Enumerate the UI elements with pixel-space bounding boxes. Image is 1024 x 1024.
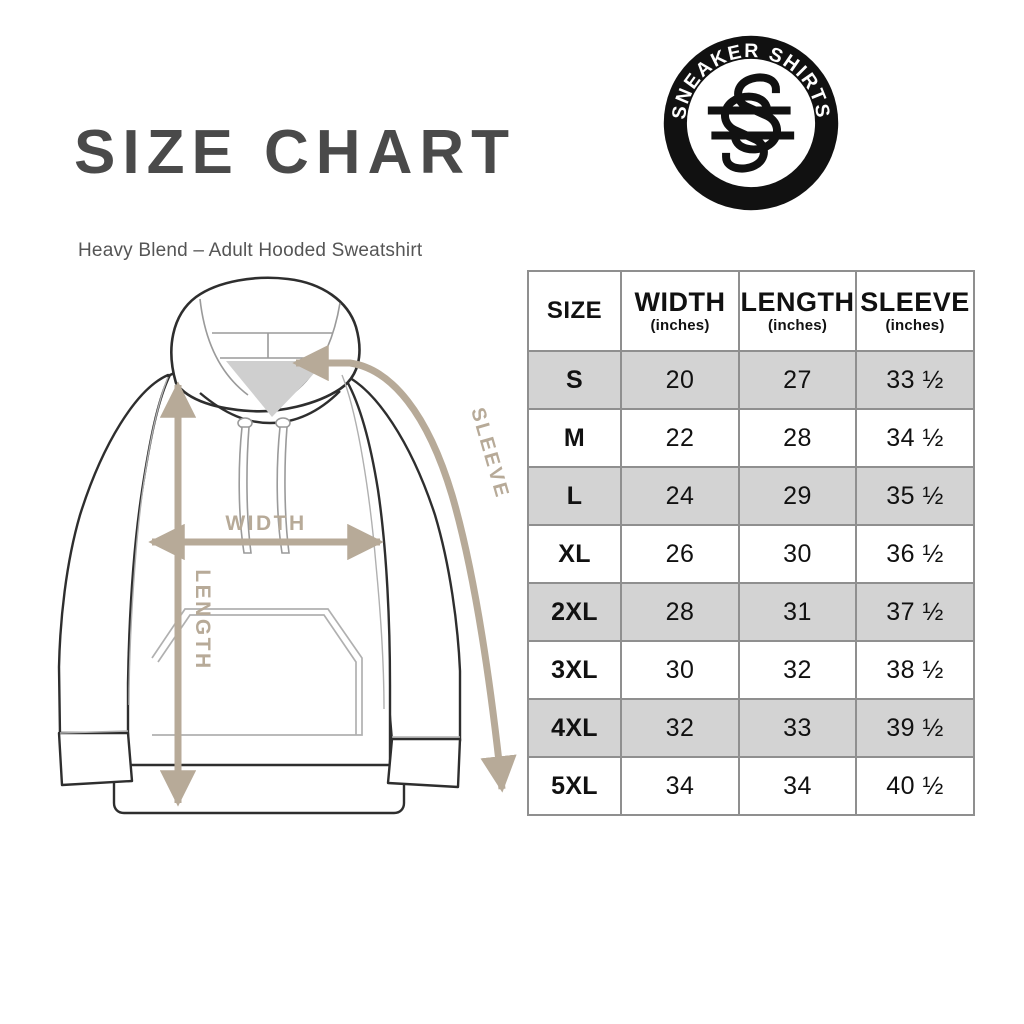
cell-size: XL — [527, 524, 622, 584]
column-header-sleeve: SLEEVE (inches) — [855, 270, 975, 352]
cell-width: 26 — [620, 524, 740, 584]
page-subtitle: Heavy Blend – Adult Hooded Sweatshirt — [78, 240, 423, 261]
hoodie-outline — [57, 358, 462, 815]
cell-size: 4XL — [527, 698, 622, 758]
table-row: 4XL 32 33 39 ½ — [527, 698, 975, 758]
cell-length: 29 — [738, 466, 857, 526]
cell-width: 28 — [620, 582, 740, 642]
cell-length: 32 — [738, 640, 857, 700]
cell-width: 22 — [620, 408, 740, 468]
column-header-width-label: WIDTH — [634, 286, 726, 317]
column-header-size: SIZE — [527, 270, 622, 352]
cell-sleeve: 39 ½ — [855, 698, 975, 758]
table-row: S 20 27 33 ½ — [527, 350, 975, 410]
cell-width: 20 — [620, 350, 740, 410]
cell-sleeve: 35 ½ — [855, 466, 975, 526]
cell-length: 34 — [738, 756, 857, 816]
table-row: M 22 28 34 ½ — [527, 408, 975, 468]
column-header-size-label: SIZE — [546, 297, 603, 325]
hoodie-illustration: WIDTH LENGTH SLEEVE — [40, 265, 530, 835]
brand-logo: SNEAKER SHIRTS OUTLET.COM — [662, 34, 840, 212]
table-row: 2XL 28 31 37 ½ — [527, 582, 975, 642]
cell-size: 5XL — [527, 756, 622, 816]
cell-length: 31 — [738, 582, 857, 642]
cell-width: 24 — [620, 466, 740, 526]
table-row: L 24 29 35 ½ — [527, 466, 975, 526]
cell-sleeve: 40 ½ — [855, 756, 975, 816]
cell-length: 33 — [738, 698, 857, 758]
column-header-sleeve-label: SLEEVE — [860, 286, 970, 317]
cell-size: S — [527, 350, 622, 410]
page-title: SIZE CHART — [74, 118, 516, 187]
cell-sleeve: 34 ½ — [855, 408, 975, 468]
logo-monogram — [707, 73, 795, 173]
size-chart-table: SIZE WIDTH (inches) LENGTH (inches) SLEE… — [527, 270, 975, 816]
column-header-sleeve-unit: (inches) — [885, 317, 945, 335]
cell-length: 27 — [738, 350, 857, 410]
table-row: XL 26 30 36 ½ — [527, 524, 975, 584]
table-row: 5XL 34 34 40 ½ — [527, 756, 975, 816]
cell-sleeve: 37 ½ — [855, 582, 975, 642]
column-header-length: LENGTH (inches) — [738, 270, 857, 352]
cell-size: L — [527, 466, 622, 526]
table-row: 3XL 30 32 38 ½ — [527, 640, 975, 700]
length-measure-label: LENGTH — [191, 569, 214, 670]
width-measure-label: WIDTH — [225, 512, 306, 535]
cell-sleeve: 38 ½ — [855, 640, 975, 700]
cell-size: M — [527, 408, 622, 468]
cell-width: 30 — [620, 640, 740, 700]
cell-sleeve: 33 ½ — [855, 350, 975, 410]
drawstrings — [237, 417, 291, 554]
cell-size: 3XL — [527, 640, 622, 700]
table-header-row: SIZE WIDTH (inches) LENGTH (inches) SLEE… — [527, 270, 975, 352]
column-header-width: WIDTH (inches) — [620, 270, 740, 352]
sleeve-measure-label: SLEEVE — [466, 405, 513, 501]
size-chart-table-container: SIZE WIDTH (inches) LENGTH (inches) SLEE… — [527, 270, 975, 816]
sleeve-measure-arrow — [292, 344, 517, 793]
column-header-width-unit: (inches) — [650, 317, 710, 335]
column-header-length-label: LENGTH — [740, 286, 855, 317]
cell-width: 34 — [620, 756, 740, 816]
cell-length: 30 — [738, 524, 857, 584]
cell-sleeve: 36 ½ — [855, 524, 975, 584]
cell-size: 2XL — [527, 582, 622, 642]
cell-length: 28 — [738, 408, 857, 468]
cell-width: 32 — [620, 698, 740, 758]
column-header-length-unit: (inches) — [767, 317, 828, 335]
